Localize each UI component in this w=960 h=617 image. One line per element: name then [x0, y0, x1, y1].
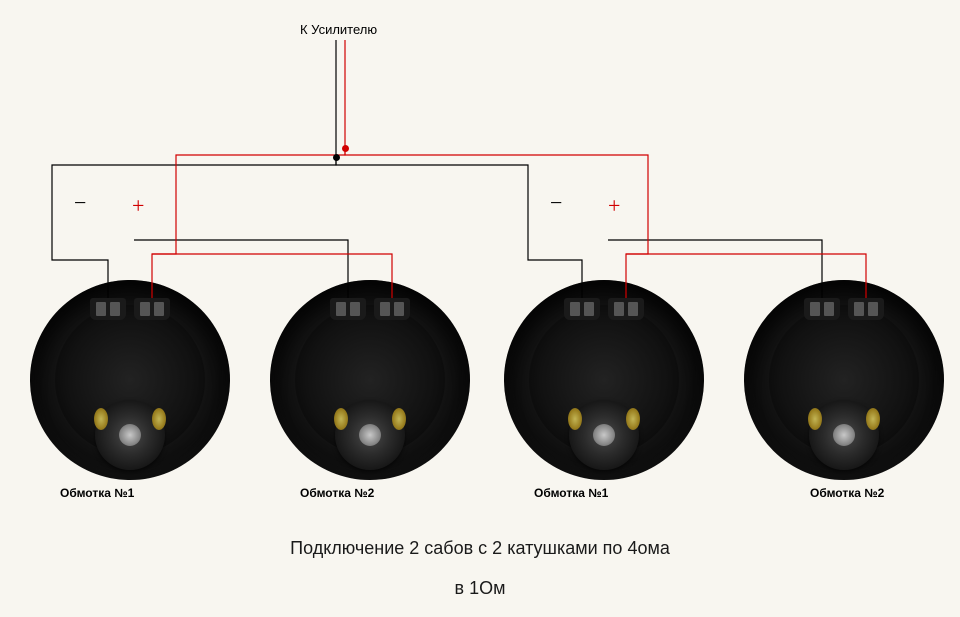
sub-label-3: Обмотка №1	[534, 486, 608, 500]
junction-pos	[342, 145, 349, 152]
minus-1: −	[74, 190, 86, 216]
caption-line1: Подключение 2 сабов с 2 катушками по 4ом…	[0, 538, 960, 559]
plus-1: +	[132, 193, 144, 219]
caption-line2: в 1Ом	[0, 578, 960, 599]
subwoofer-4	[744, 280, 944, 480]
subwoofer-1	[30, 280, 230, 480]
minus-2: −	[550, 190, 562, 216]
amp-label: К Усилителю	[300, 22, 377, 37]
junction-neg	[333, 154, 340, 161]
subwoofer-3	[504, 280, 704, 480]
diagram-canvas: К Усилителю − + − + Обмотка №1 Обмотка №…	[0, 0, 960, 617]
sub-label-1: Обмотка №1	[60, 486, 134, 500]
plus-2: +	[608, 193, 620, 219]
sub-label-2: Обмотка №2	[300, 486, 374, 500]
subwoofer-2	[270, 280, 470, 480]
sub-label-4: Обмотка №2	[810, 486, 884, 500]
